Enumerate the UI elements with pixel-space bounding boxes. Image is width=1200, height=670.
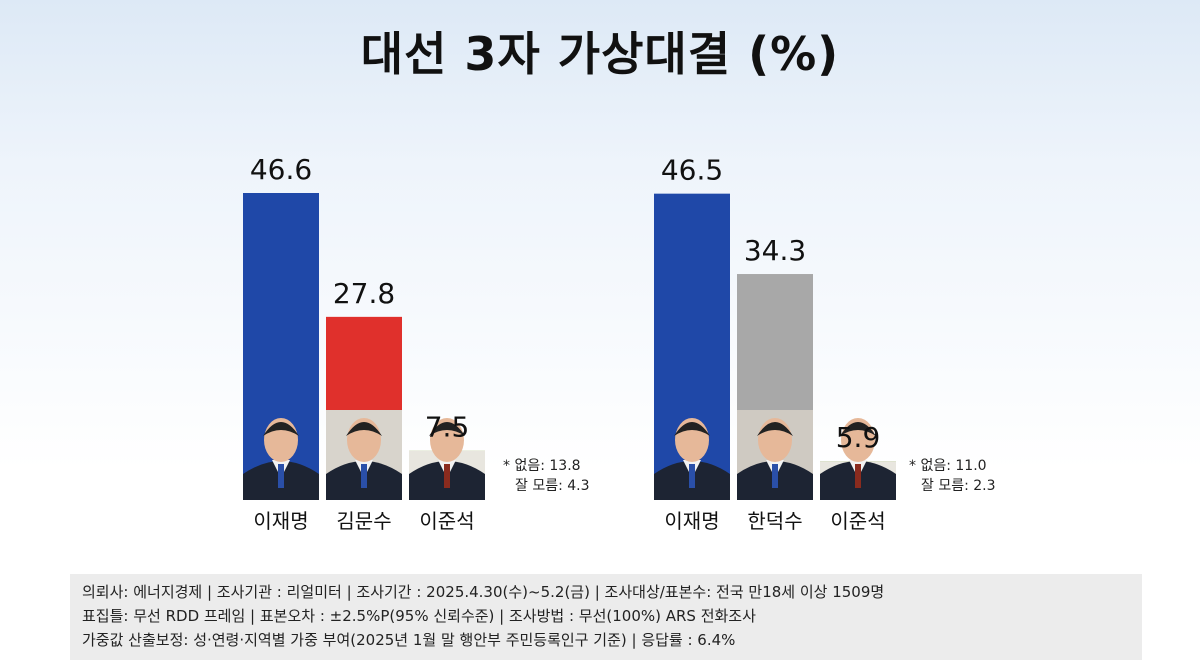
data-label-2: 34.3 <box>744 234 806 267</box>
category-label-2: 김문수 <box>336 509 391 533</box>
bar-chart-1: 46.6 이재명 27.8 김문수 7.5 이준석 * 없음: 13.8 잘 모름: 4.3 <box>243 153 590 533</box>
hair-shape <box>346 422 382 436</box>
chart-title: 대선 3자 가상대결 (%) <box>360 27 840 81</box>
tie-shape <box>444 464 450 488</box>
hair-shape <box>840 422 876 436</box>
survey-info-line-3: 가중값 산출보정: 성·연령·지역별 가중 부여(2025년 1월 말 행안부 … <box>82 631 736 649</box>
candidate-photo-1 <box>326 410 402 500</box>
background <box>0 0 1200 470</box>
data-label-1: 46.6 <box>250 153 312 186</box>
survey-info-line-2: 표집틀: 무선 RDD 프레임 | 표본오차 : ±2.5%P(95% 신뢰수준… <box>82 607 756 625</box>
data-label-2: 27.8 <box>333 277 395 310</box>
candidate-photo-2 <box>409 418 485 500</box>
data-label-3: 7.5 <box>425 411 470 444</box>
hair-shape <box>429 422 465 436</box>
category-label-3: 이준석 <box>419 509 474 533</box>
category-label-2: 한덕수 <box>747 509 802 533</box>
footnote-line-2: 잘 모름: 4.3 <box>515 478 590 494</box>
survey-info-line-1: 의뢰사: 에너지경제 | 조사기관 : 리얼미터 | 조사기간 : 2025.4… <box>82 583 885 601</box>
candidate-photo-0 <box>243 410 319 500</box>
tie-shape <box>855 464 861 488</box>
candidate-photo-2 <box>820 418 896 500</box>
data-label-1: 46.5 <box>661 154 723 187</box>
tie-shape <box>689 464 695 488</box>
tie-shape <box>772 464 778 488</box>
category-label-1: 이재명 <box>253 509 308 533</box>
hair-shape <box>757 422 793 436</box>
data-label-3: 5.9 <box>836 421 881 454</box>
hair-shape <box>674 422 710 436</box>
bar-chart-2: 46.5 이재명 34.3 한덕수 5.9 이준석 * 없음: 11.0 잘 모름: 2.3 <box>654 154 996 533</box>
candidate-photo-1 <box>737 410 813 500</box>
footnote-line-1: * 없음: 13.8 <box>503 458 581 474</box>
footnote-line-2: 잘 모름: 2.3 <box>921 478 996 494</box>
candidate-photo-0 <box>654 410 730 500</box>
category-label-3: 이준석 <box>830 509 885 533</box>
hair-shape <box>263 422 299 436</box>
survey-info-box: 의뢰사: 에너지경제 | 조사기관 : 리얼미터 | 조사기간 : 2025.4… <box>70 574 1142 660</box>
footnote-line-1: * 없음: 11.0 <box>909 458 987 474</box>
category-label-1: 이재명 <box>664 509 719 533</box>
tie-shape <box>278 464 284 488</box>
tie-shape <box>361 464 367 488</box>
